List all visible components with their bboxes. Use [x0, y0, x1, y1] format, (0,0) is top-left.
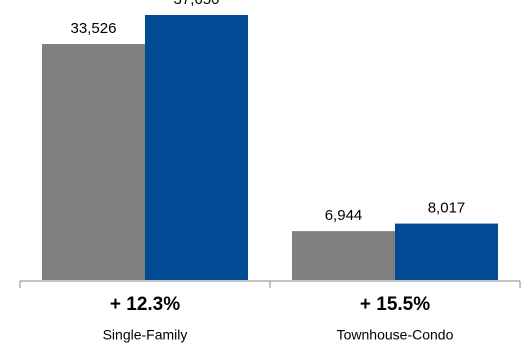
value-label: 37,650: [174, 0, 220, 8]
value-label: 8,017: [428, 200, 466, 217]
bar: [145, 15, 248, 280]
category-label: Townhouse-Condo: [337, 327, 454, 343]
change-label: + 12.3%: [110, 294, 180, 315]
change-label: + 15.5%: [360, 294, 430, 315]
value-label: 33,526: [71, 20, 117, 37]
category-label: Single-Family: [103, 327, 188, 343]
bar: [292, 231, 395, 280]
bar: [42, 44, 145, 280]
value-label: 6,944: [325, 207, 363, 224]
bar: [395, 223, 498, 280]
